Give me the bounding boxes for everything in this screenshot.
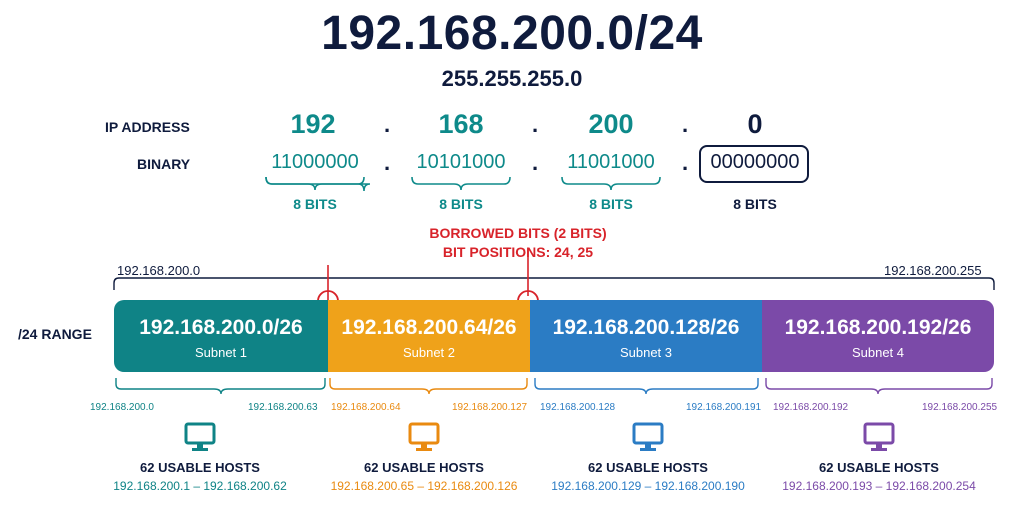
binary-octet-4: 00000000 [710, 151, 800, 173]
ip-dot-2: . [531, 112, 539, 137]
subnet-3-host-range: 192.168.200.129 – 192.168.200.190 [551, 479, 745, 493]
host-octet-box [699, 145, 809, 183]
subnet-1-last: 192.168.200.63 [248, 402, 318, 413]
subnet-block-1: 192.168.200.0/26 Subnet 1 [114, 300, 328, 372]
bit-positions-label: BIT POSITIONS: 24, 25 [442, 244, 594, 260]
subnet-mask: 255.255.255.0 [441, 66, 583, 91]
binary-bracket-1b [265, 176, 365, 191]
subnet-block-3: 192.168.200.128/26 Subnet 3 [530, 300, 762, 372]
subnet-name: Subnet 3 [619, 345, 673, 360]
range-bracket [113, 277, 995, 290]
binary-dot-1: . [383, 150, 391, 175]
ip-octet-2: 168 [438, 109, 484, 139]
subnet-block-2: 192.168.200.64/26 Subnet 2 [328, 300, 530, 372]
subnet-network: 192.168.200.0/26 [139, 316, 303, 339]
bits-label-2: 8 BITS [439, 196, 483, 212]
binary-octet-2: 10101000 [416, 151, 506, 173]
subnet-2-host-range: 192.168.200.65 – 192.168.200.126 [330, 479, 518, 493]
bits-label-3: 8 BITS [589, 196, 633, 212]
range-start: 192.168.200.0 [117, 263, 201, 278]
computer-monitor-icon [184, 422, 216, 451]
ip-octet-1: 192 [290, 109, 336, 139]
binary-bracket-2 [411, 176, 511, 191]
page-title: 192.168.200.0/24 [321, 7, 703, 60]
subnet-name: Subnet 2 [402, 345, 456, 360]
subnet-4-hosts-label: 62 USABLE HOSTS [819, 460, 939, 475]
subnet-3-hosts-label: 62 USABLE HOSTS [588, 460, 708, 475]
subnet-2-last: 192.168.200.127 [452, 402, 528, 413]
subnet-3-first: 192.168.200.128 [540, 402, 616, 413]
binary-dot-2: . [531, 150, 539, 175]
ip-dot-1: . [383, 112, 391, 137]
subnet-bracket-1 [115, 378, 326, 395]
subnet-2-hosts-label: 62 USABLE HOSTS [364, 460, 484, 475]
subnet-bracket-4 [765, 378, 993, 395]
range-label: /24 RANGE [18, 326, 92, 342]
ip-dot-3: . [681, 112, 689, 137]
subnet-bracket-3 [534, 378, 759, 395]
subnet-network: 192.168.200.128/26 [552, 316, 740, 339]
binary-octet-1: 11000000 [271, 151, 359, 173]
ip-address-label: IP ADDRESS [105, 119, 190, 135]
subnet-1-host-range: 192.168.200.1 – 192.168.200.62 [113, 479, 287, 493]
range-end: 192.168.200.255 [884, 263, 982, 278]
subnet-network: 192.168.200.64/26 [341, 316, 517, 339]
subnet-1-hosts-label: 62 USABLE HOSTS [140, 460, 260, 475]
bits-label-4: 8 BITS [733, 196, 777, 212]
subnet-block-4: 192.168.200.192/26 Subnet 4 [762, 300, 994, 372]
subnet-1-first: 192.168.200.0 [90, 402, 154, 413]
subnet-2-first: 192.168.200.64 [331, 402, 401, 413]
subnet-3-last: 192.168.200.191 [686, 402, 762, 413]
binary-label: BINARY [137, 156, 191, 172]
binary-bracket-3 [561, 176, 661, 191]
borrowed-bits-label: BORROWED BITS (2 BITS) [429, 225, 607, 241]
ip-octet-3: 200 [588, 109, 634, 139]
ip-octet-4: 0 [747, 109, 763, 139]
subnet-4-first: 192.168.200.192 [773, 402, 849, 413]
subnet-network: 192.168.200.192/26 [784, 316, 972, 339]
computer-monitor-icon [863, 422, 895, 451]
binary-octet-3: 11001000 [567, 151, 655, 173]
computer-monitor-icon [408, 422, 440, 451]
subnet-4-host-range: 192.168.200.193 – 192.168.200.254 [782, 479, 976, 493]
computer-monitor-icon [632, 422, 664, 451]
subnet-bracket-2 [329, 378, 528, 395]
bits-label-1: 8 BITS [293, 196, 337, 212]
subnet-name: Subnet 1 [194, 345, 248, 360]
binary-dot-3: . [681, 150, 689, 175]
subnet-name: Subnet 4 [851, 345, 905, 360]
subnet-4-last: 192.168.200.255 [922, 402, 998, 413]
